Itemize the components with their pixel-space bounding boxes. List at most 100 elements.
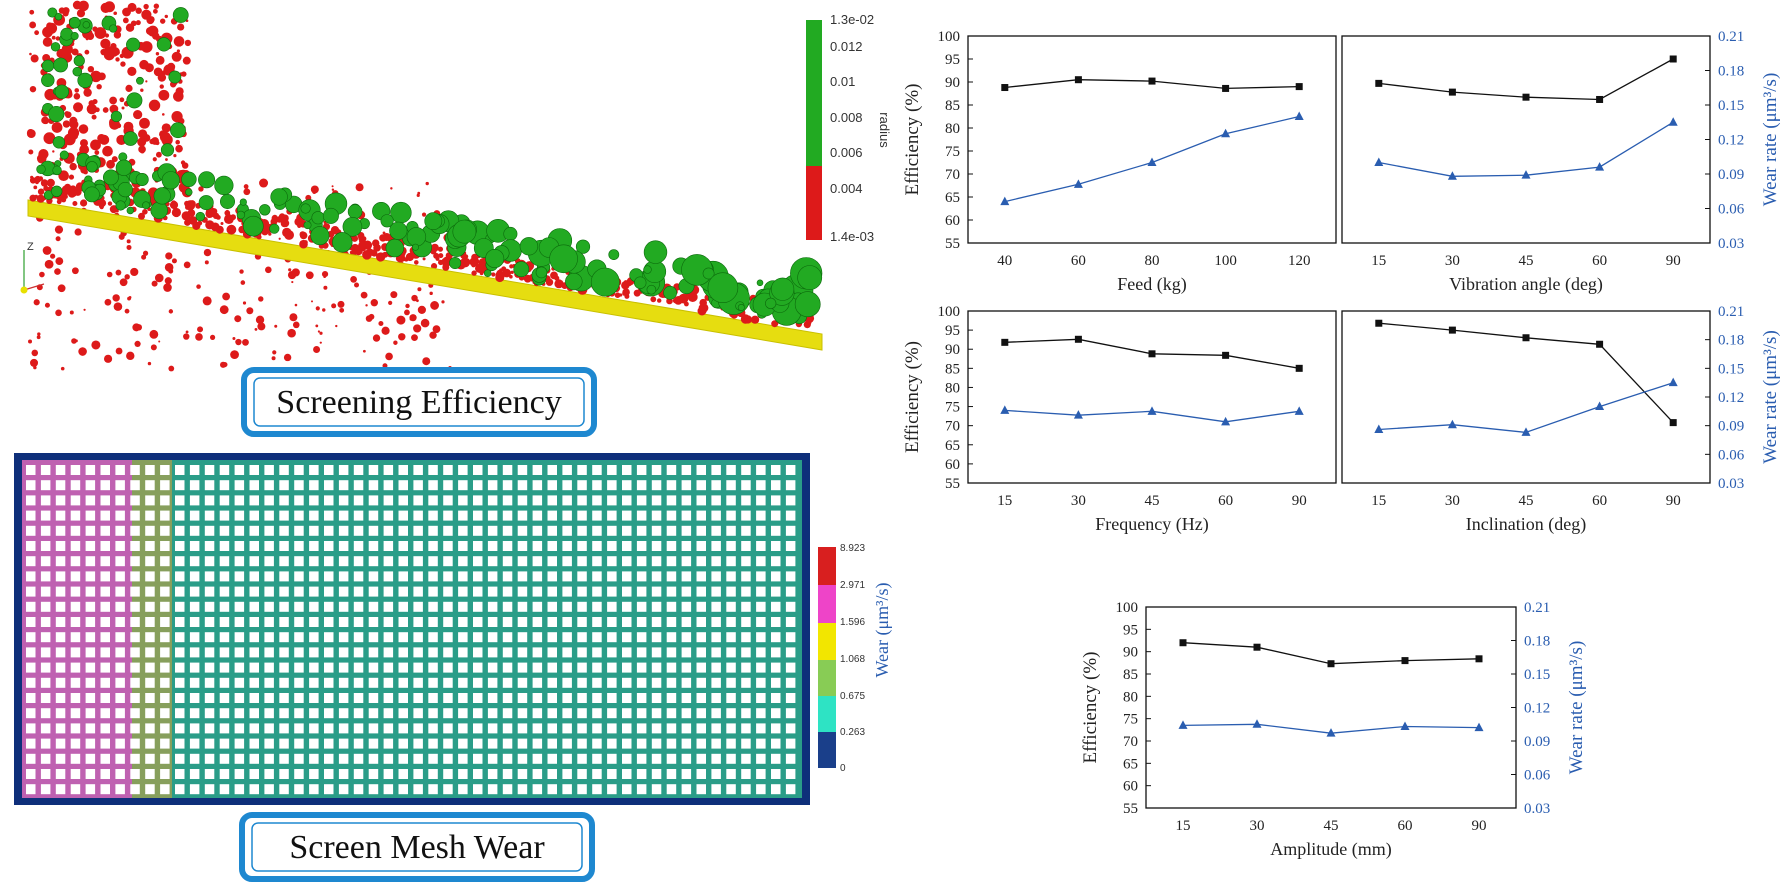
mesh-hole [234, 647, 245, 658]
mesh-hole [636, 495, 647, 506]
mesh-hole [532, 647, 543, 658]
data-point-square [1295, 364, 1303, 372]
y2-tick-label: 0.12 [1524, 701, 1550, 717]
mesh-hole [756, 617, 766, 627]
mesh-hole [175, 495, 185, 506]
data-point-triangle [1595, 162, 1605, 171]
mesh-hole [592, 723, 602, 734]
mesh-hole [249, 753, 259, 764]
mesh-hole [711, 677, 721, 688]
mesh-hole [443, 525, 453, 536]
mesh-hole [279, 465, 289, 475]
particle [152, 157, 157, 162]
mesh-hole [681, 586, 692, 597]
mesh-hole [681, 662, 692, 673]
mesh-hole [70, 601, 81, 612]
mesh-hole [487, 769, 498, 779]
mesh-hole [413, 525, 423, 536]
particle [126, 351, 135, 361]
mesh-hole [234, 617, 245, 627]
mesh-hole [55, 510, 66, 521]
mesh-hole [26, 465, 36, 475]
mesh-hole [264, 677, 274, 688]
mesh-hole [160, 586, 170, 597]
mesh-hole [413, 647, 423, 658]
mesh-hole [368, 662, 379, 673]
mesh-hole [279, 586, 289, 597]
mesh-hole [398, 510, 408, 521]
radius-colorbar: 1.3e-02 0.012 0.01 0.008 0.006 0.004 1.4… [806, 12, 892, 244]
particle [33, 299, 40, 306]
mesh-hole [234, 571, 245, 582]
particle [76, 191, 80, 195]
mesh-hole [428, 510, 438, 521]
mesh-hole [338, 571, 349, 582]
data-point-triangle [1073, 179, 1083, 188]
particle [339, 307, 345, 313]
mesh-hole [309, 525, 319, 536]
mesh-hole [40, 753, 51, 764]
mesh-hole [413, 586, 423, 597]
data-point-square [1375, 319, 1383, 327]
particle [311, 211, 325, 225]
mesh-hole [532, 465, 543, 475]
mesh-hole [741, 465, 751, 475]
mesh-hole [666, 556, 677, 567]
particle [99, 205, 104, 210]
mesh-hole [115, 586, 125, 597]
mesh-hole [771, 677, 781, 688]
mesh-hole [666, 525, 677, 536]
data-point-triangle [1294, 406, 1304, 415]
mesh-hole [85, 662, 96, 673]
mesh-hole [532, 571, 543, 582]
particle [90, 139, 101, 151]
x-tick-label: 45 [1519, 493, 1534, 509]
mesh-hole [592, 601, 602, 612]
mesh-hole [666, 708, 677, 719]
mesh-hole [189, 571, 200, 582]
mesh-hole [160, 571, 170, 582]
particle [55, 309, 62, 317]
mesh-hole [532, 769, 543, 779]
mesh-hole [785, 480, 796, 491]
mesh-hole [487, 510, 498, 521]
mesh-hole [40, 480, 51, 491]
particle [794, 291, 821, 318]
particle [751, 315, 760, 324]
y-tick-label: 60 [945, 457, 960, 473]
mesh-hole [85, 784, 96, 795]
mesh-hole [532, 510, 543, 521]
mesh-hole [696, 753, 706, 764]
mesh-hole [55, 769, 66, 779]
mesh-hole [785, 525, 796, 536]
particle [173, 36, 185, 47]
particle [91, 340, 101, 350]
mesh-hole [26, 662, 36, 673]
mesh-hole [309, 632, 319, 643]
mesh-hole [115, 662, 125, 673]
y-tick-label: 90 [945, 75, 960, 91]
x-axis-label: Feed (kg) [1117, 274, 1186, 295]
mesh-hole [666, 495, 677, 506]
mesh-hole [219, 541, 230, 551]
particle [242, 338, 249, 346]
particle [673, 296, 683, 305]
mesh-hole [234, 480, 245, 491]
mesh-hole [726, 662, 736, 673]
mesh-hole [175, 556, 185, 567]
mesh-hole [577, 465, 587, 475]
mesh-hole [785, 601, 796, 612]
particle [219, 361, 227, 368]
mesh-hole [562, 525, 572, 536]
particle [138, 212, 145, 220]
particle [155, 55, 165, 65]
data-point-triangle [1073, 410, 1083, 419]
mesh-hole [145, 632, 155, 643]
mesh-hole [726, 601, 736, 612]
particle [331, 303, 337, 309]
particle [404, 309, 410, 316]
mesh-hole [264, 601, 274, 612]
mesh-hole [487, 571, 498, 582]
mesh-hole [353, 617, 364, 627]
mesh-hole [204, 769, 215, 779]
